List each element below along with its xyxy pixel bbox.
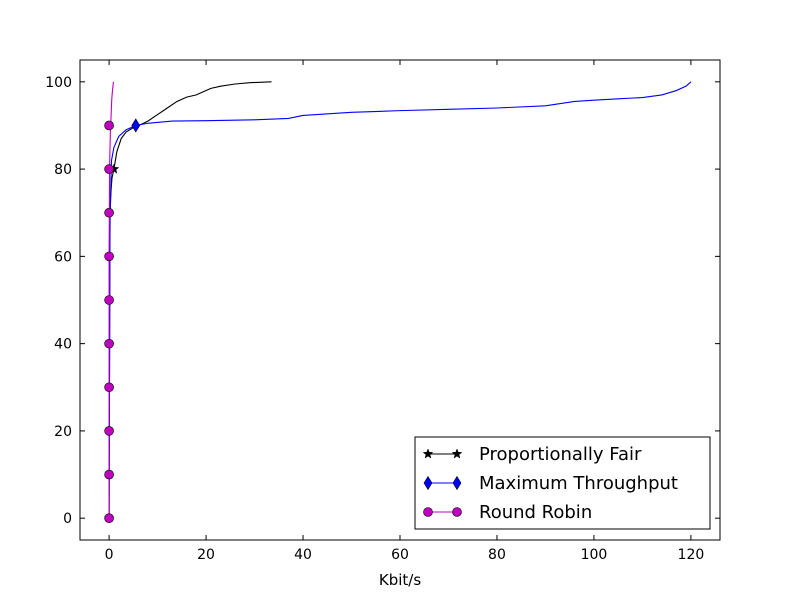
x-tick-label: 0 [105,547,114,563]
x-axis-label: Kbit/s [379,571,421,589]
legend-marker-proportionally-fair [422,448,434,459]
data-point-round-robin [104,207,114,218]
x-tick-label: 40 [294,547,312,563]
legend-box [414,436,711,530]
legend-marker-maximum-throughput [452,475,462,491]
data-point-round-robin [104,382,114,393]
legend-label-round-robin: Round Robin [479,502,592,523]
data-point-maximum-throughput [131,118,141,133]
axes: 0 20 40 60 80 100 120 0 20 40 60 80 100 [45,59,721,563]
data-point-round-robin [104,513,114,523]
data-point-round-robin [104,295,114,305]
legend: Proportionally Fair Maximum Throughput Rou… [414,436,711,530]
plot-area [104,81,692,523]
legend-label-maximum-throughput: Maximum Throughput [479,473,678,494]
data-point-round-robin [104,164,114,174]
y-tick-label: 20 [54,424,72,440]
series-line-round-robin [108,81,114,519]
data-point-round-robin [104,338,114,349]
x-tick-label: 80 [488,547,506,563]
x-tick-label: 100 [581,547,608,563]
legend-marker-round-robin [452,507,462,517]
legend-marker-proportionally-fair [451,448,463,459]
legend-marker-maximum-throughput [423,475,433,491]
legend-label-proportionally-fair: Proportionally Fair [479,444,642,465]
data-point-round-robin [104,426,114,436]
data-point-round-robin [104,120,114,131]
y-tick-label: 100 [45,75,72,91]
legend-marker-round-robin [423,507,433,517]
y-tick-label: 80 [54,162,72,178]
series-group [104,81,692,523]
x-tick-label: 120 [678,547,705,563]
x-tick-label: 20 [197,547,215,563]
data-point-round-robin [104,469,114,480]
x-tick-label: 60 [391,547,409,563]
y-tick-label: 40 [54,337,72,353]
y-tick-label: 0 [63,511,72,527]
series-line-maximum-throughput [108,81,692,519]
data-point-round-robin [104,251,114,262]
y-tick-label: 60 [54,249,72,265]
